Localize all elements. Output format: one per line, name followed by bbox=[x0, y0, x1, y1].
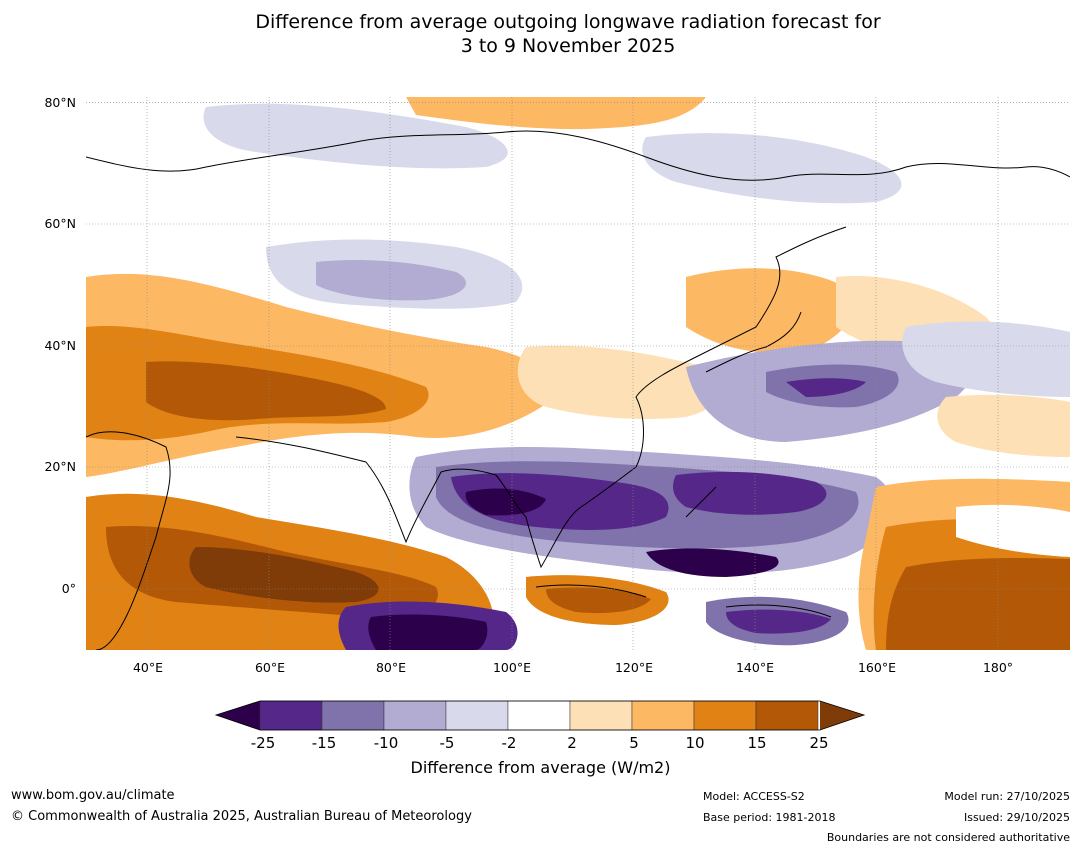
colorbar-tick-label: -25 bbox=[251, 734, 276, 752]
anomaly-region-lavender-north-pacific bbox=[902, 321, 1070, 397]
lat-label-40n: 40°N bbox=[44, 338, 76, 353]
lon-label-40e: 40°E bbox=[132, 660, 164, 675]
anomaly-region-dark-purple-philippines bbox=[673, 471, 827, 515]
colorbar-tick-label: -2 bbox=[502, 734, 517, 752]
anomaly-region-orange-japan bbox=[686, 268, 854, 354]
colorbar-segment-1 bbox=[259, 700, 323, 731]
anomaly-region-lavender-north bbox=[203, 103, 508, 169]
lon-label-80e: 80°E bbox=[375, 660, 407, 675]
title-line-2: 3 to 9 November 2025 bbox=[460, 35, 676, 57]
coastlines bbox=[86, 130, 1070, 650]
lon-label-180: 180° bbox=[982, 660, 1014, 675]
colorbar-tick-label: -5 bbox=[440, 734, 455, 752]
colorbar-tick-label: -10 bbox=[374, 734, 399, 752]
anomaly-region-light-orange-china bbox=[517, 345, 724, 419]
website-link[interactable]: www.bom.gov.au/climate bbox=[11, 788, 175, 803]
colorbar-low-extension bbox=[216, 701, 260, 730]
anomaly-region-neutral-central-pacific bbox=[956, 504, 1070, 557]
colorbar-segment-4 bbox=[445, 700, 509, 731]
copyright-text: © Commonwealth of Australia 2025, Austra… bbox=[11, 809, 472, 824]
philippines-coastline bbox=[685, 486, 717, 518]
anomaly-region-lavender-east-siberia bbox=[642, 133, 902, 204]
anomaly-region-darkest-purple-sulawesi bbox=[646, 548, 779, 577]
lat-label-60n: 60°N bbox=[44, 216, 76, 231]
anomaly-region-light-orange-mid-pacific bbox=[937, 394, 1070, 457]
colorbar-tick-label: 2 bbox=[567, 734, 577, 752]
colorbar-tick-label: 5 bbox=[629, 734, 639, 752]
colorbar-segment-8 bbox=[693, 700, 757, 731]
japan-coastline bbox=[705, 311, 802, 373]
anomaly-region-neutral-india bbox=[286, 455, 434, 496]
chart-title: Difference from average outgoing longwav… bbox=[0, 10, 1081, 58]
issued-date: Issued: 29/10/2025 bbox=[963, 811, 1070, 824]
colorbar-segment-3 bbox=[383, 700, 447, 731]
lon-label-160e: 160°E bbox=[857, 660, 896, 675]
colorbar-outline bbox=[214, 700, 866, 731]
base-period: Base period: 1981-2018 bbox=[703, 811, 836, 824]
new-guinea-coastline bbox=[725, 604, 832, 618]
lat-label-20n: 20°N bbox=[44, 459, 76, 474]
lon-label-60e: 60°E bbox=[254, 660, 286, 675]
lon-label-100e: 100°E bbox=[492, 660, 531, 675]
africa-arabia-coastline bbox=[86, 431, 171, 650]
lat-label-80n: 80°N bbox=[44, 95, 76, 110]
anomaly-region-brown-central-pacific bbox=[886, 557, 1070, 650]
anomaly-shading bbox=[86, 97, 1070, 650]
lat-label-0: 0° bbox=[61, 581, 76, 596]
title-line-1: Difference from average outgoing longwav… bbox=[255, 11, 881, 33]
colorbar-segment-7 bbox=[631, 700, 695, 731]
anomaly-region-brown-java bbox=[546, 587, 651, 614]
boundaries-disclaimer: Boundaries are not considered authoritat… bbox=[826, 831, 1070, 844]
lon-label-120e: 120°E bbox=[614, 660, 653, 675]
colorbar-tick-label: 25 bbox=[809, 734, 828, 752]
india-coastline bbox=[235, 436, 497, 544]
colorbar: -25 -15 -10 -5 -2 2 5 10 15 25 bbox=[214, 700, 866, 752]
model-run-date: Model run: 27/10/2025 bbox=[944, 790, 1070, 803]
colorbar-tick-labels: -25 -15 -10 -5 -2 2 5 10 15 25 bbox=[251, 734, 829, 752]
anomaly-region-light-purple-mongolia bbox=[316, 260, 466, 301]
anomaly-region-brown-mideast bbox=[146, 361, 386, 421]
colorbar-tick-label: -15 bbox=[312, 734, 337, 752]
colorbar-high-extension bbox=[820, 701, 864, 730]
gridlines bbox=[86, 97, 1070, 650]
colorbar-segment-9 bbox=[755, 700, 819, 731]
anomaly-region-dark-purple-new-guinea bbox=[726, 609, 831, 634]
colorbar-title: Difference from average (W/m2) bbox=[410, 758, 671, 777]
colorbar-segment-2 bbox=[321, 700, 385, 731]
lon-label-140e: 140°E bbox=[735, 660, 774, 675]
java-coastline bbox=[535, 584, 647, 598]
colorbar-segment-6 bbox=[569, 700, 633, 731]
arctic-coastline bbox=[86, 130, 1070, 181]
colorbar-segment-5 bbox=[507, 700, 571, 731]
model-name: Model: ACCESS-S2 bbox=[703, 790, 805, 803]
anomaly-region-darkest-purple-indochina bbox=[465, 488, 546, 516]
colorbar-tick-label: 15 bbox=[747, 734, 766, 752]
anomaly-region-dark-purple-west-pacific bbox=[786, 378, 866, 397]
east-asia-coastline bbox=[495, 226, 847, 569]
anomaly-region-orange-arctic bbox=[406, 97, 706, 130]
anomaly-region-darkest-purple-south-indian bbox=[368, 614, 488, 650]
olr-anomaly-map bbox=[86, 97, 1070, 650]
colorbar-tick-label: 10 bbox=[685, 734, 704, 752]
